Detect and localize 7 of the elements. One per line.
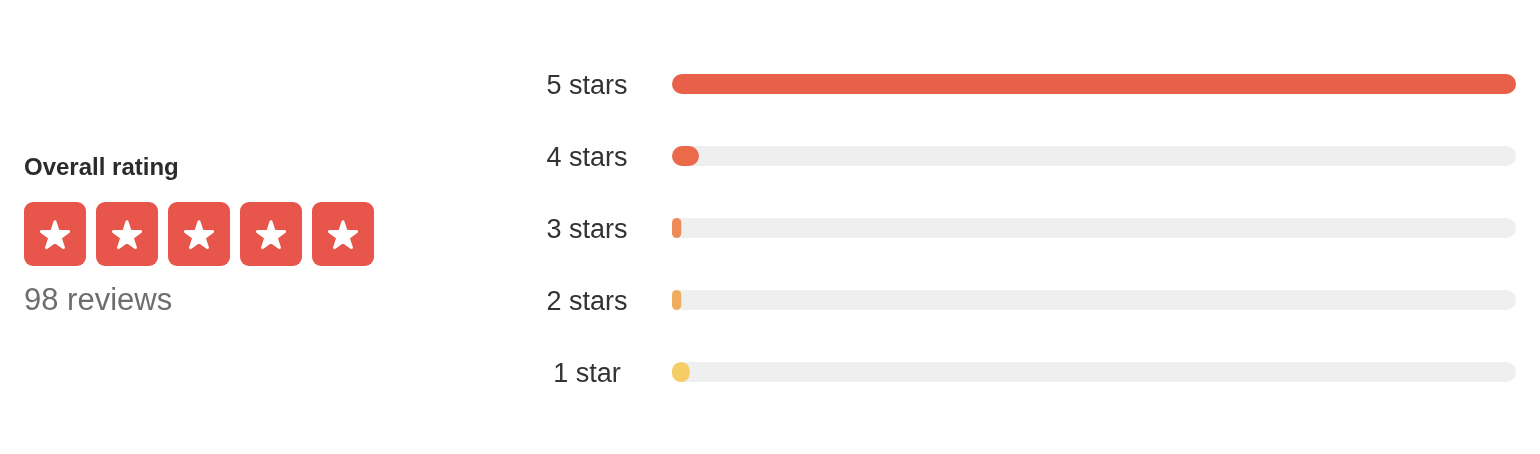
y-tick-label: 5 stars [546,70,628,100]
y-tick-label: 2 stars [546,286,628,316]
text: 98 reviews [24,282,173,317]
y-tick-label: 3 stars [546,214,628,244]
y-tick-label: 4 stars [546,142,628,172]
text: Overall rating [24,153,179,180]
y-tick-label: 1 star [553,358,621,388]
